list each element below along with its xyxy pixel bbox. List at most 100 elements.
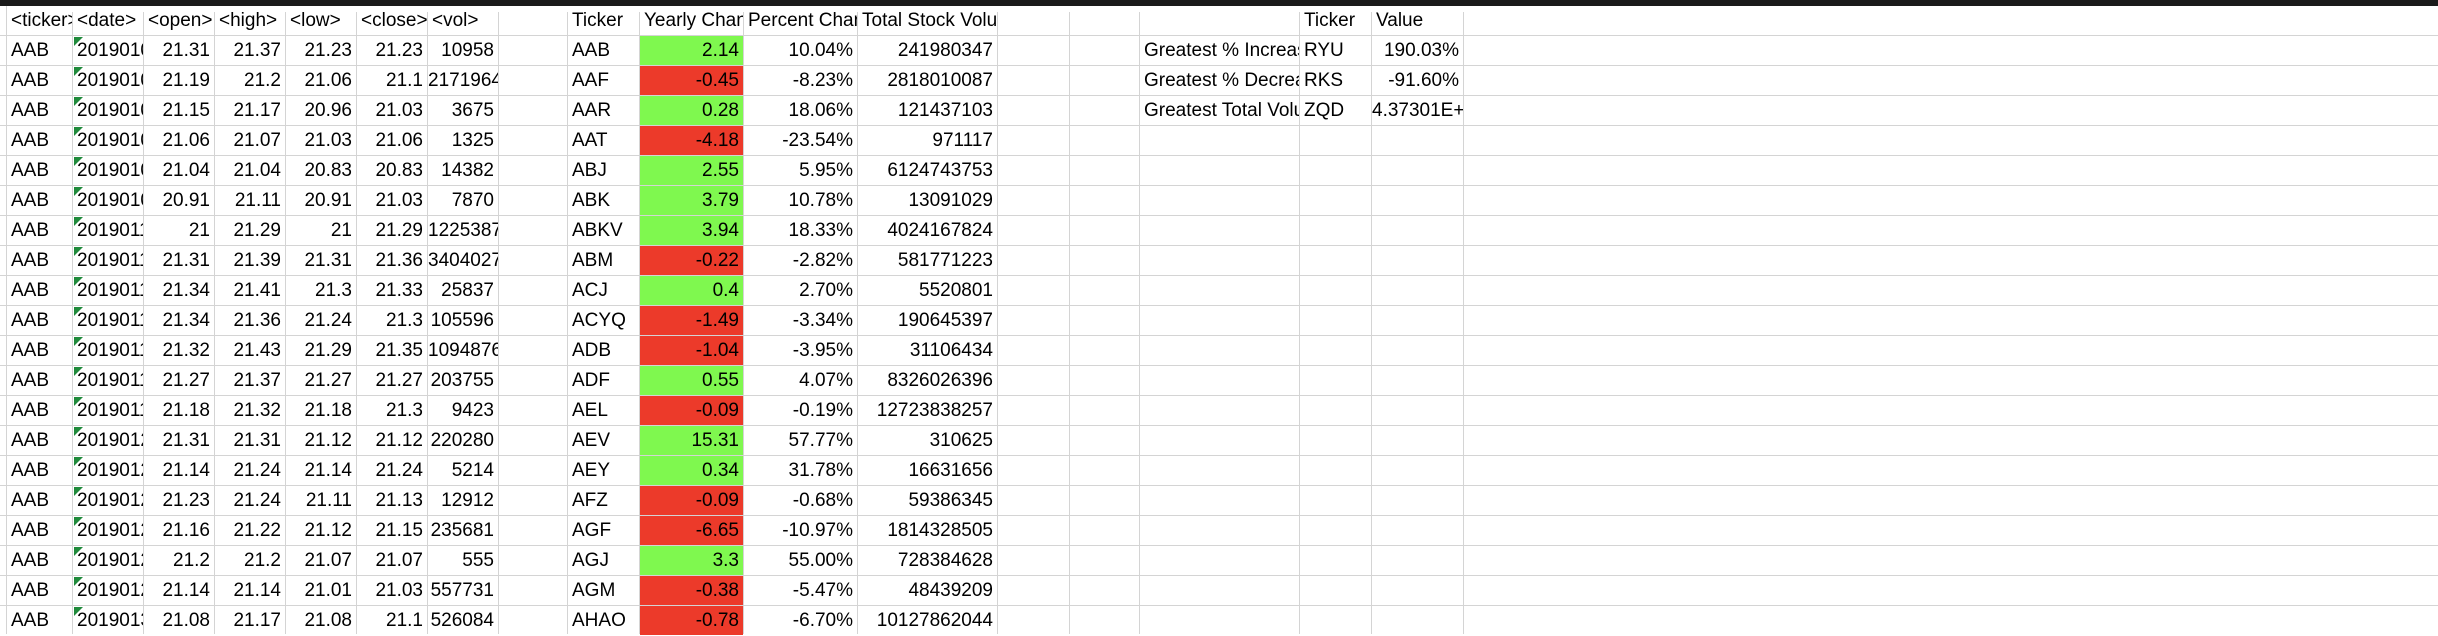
cell-open[interactable]: 21.04 xyxy=(162,160,210,181)
cell-ticker[interactable]: ACYQ xyxy=(572,310,626,331)
cell-percent-change[interactable]: -5.47% xyxy=(792,580,853,601)
cell-high[interactable]: 21.36 xyxy=(233,310,281,331)
cell-yearly-change[interactable]: 2.14 xyxy=(640,36,743,65)
cell-close[interactable]: 21.03 xyxy=(375,190,423,211)
cell-total-volume[interactable]: 6124743753 xyxy=(887,160,993,181)
cell-open[interactable]: 21.14 xyxy=(162,460,210,481)
cell-ticker[interactable]: AAB xyxy=(11,400,50,421)
cell-percent-change[interactable]: 55.00% xyxy=(788,550,853,571)
cell-date[interactable]: 20190128 xyxy=(73,546,143,575)
cell-high[interactable]: 21.11 xyxy=(234,190,281,211)
cell-close[interactable]: 21.3 xyxy=(386,310,423,331)
cell-low[interactable]: 21 xyxy=(330,220,352,241)
cell-close[interactable]: 21.1 xyxy=(386,70,423,91)
cell-date[interactable]: 20190116 xyxy=(73,336,143,365)
cell-ticker[interactable]: ABM xyxy=(572,250,614,271)
cell-low[interactable]: 21.24 xyxy=(304,310,352,331)
cell-vol[interactable]: 14382 xyxy=(441,160,494,181)
cell-close[interactable]: 21.03 xyxy=(375,580,423,601)
cell-high[interactable]: 21.22 xyxy=(233,520,281,541)
cell-high[interactable]: 21.32 xyxy=(233,400,281,421)
cell-total-volume[interactable]: 12723838257 xyxy=(876,400,993,421)
cell-ticker[interactable]: AAB xyxy=(11,220,50,241)
cell-open[interactable]: 21.31 xyxy=(162,250,210,271)
cell-high[interactable]: 21.07 xyxy=(233,130,281,151)
header-total-volume[interactable]: Total Stock Volume xyxy=(862,10,997,31)
cell-yearly-change[interactable]: 0.34 xyxy=(640,456,743,485)
cell-total-volume[interactable]: 13091029 xyxy=(908,190,993,211)
cell-total-volume[interactable]: 1814328505 xyxy=(887,520,993,541)
cell-close[interactable]: 21.12 xyxy=(375,430,423,451)
cell-vol[interactable]: 235681 xyxy=(430,520,494,541)
cell-vol[interactable]: 1225387 xyxy=(428,220,498,241)
cell-high[interactable]: 21.41 xyxy=(233,280,281,301)
cell-ticker[interactable]: ABJ xyxy=(572,160,607,181)
cell-close[interactable]: 21.36 xyxy=(375,250,423,271)
cell-close[interactable]: 21.35 xyxy=(375,340,423,361)
cell-low[interactable]: 21.03 xyxy=(304,130,352,151)
cell-high[interactable]: 21.31 xyxy=(233,430,281,451)
cell-close[interactable]: 21.29 xyxy=(375,220,423,241)
cell-greatest-value[interactable]: 190.03% xyxy=(1383,40,1459,61)
cell-low[interactable]: 21.07 xyxy=(304,550,352,571)
cell-vol[interactable]: 3404027 xyxy=(428,250,498,271)
cell-yearly-change[interactable]: -0.38 xyxy=(640,576,743,605)
cell-yearly-change[interactable]: -1.04 xyxy=(640,336,743,365)
cell-vol[interactable]: 1094876 xyxy=(428,340,498,361)
cell-low[interactable]: 21.27 xyxy=(304,370,352,391)
cell-high[interactable]: 21.29 xyxy=(233,220,281,241)
cell-total-volume[interactable]: 48439209 xyxy=(908,580,993,601)
cell-vol[interactable]: 12912 xyxy=(441,490,494,511)
cell-vol[interactable]: 203755 xyxy=(430,370,494,391)
cell-yearly-change[interactable]: -4.18 xyxy=(640,126,743,155)
cell-low[interactable]: 21.31 xyxy=(304,250,352,271)
cell-ticker[interactable]: AAB xyxy=(11,100,50,121)
cell-total-volume[interactable]: 241980347 xyxy=(897,40,993,61)
cell-percent-change[interactable]: -23.54% xyxy=(782,130,853,151)
cell-yearly-change[interactable]: 3.94 xyxy=(640,216,743,245)
header-ticker[interactable]: <ticker> xyxy=(11,10,72,31)
cell-greatest-value[interactable]: -91.60% xyxy=(1388,70,1459,91)
cell-close[interactable]: 21.23 xyxy=(375,40,423,61)
cell-close[interactable]: 21.1 xyxy=(386,610,423,631)
cell-date[interactable]: 20190103 xyxy=(73,66,143,95)
cell-open[interactable]: 21.19 xyxy=(162,70,210,91)
cell-ticker[interactable]: AEL xyxy=(572,400,608,421)
cell-ticker[interactable]: AAB xyxy=(11,430,50,451)
cell-open[interactable]: 21 xyxy=(188,220,210,241)
cell-greatest-ticker[interactable]: RKS xyxy=(1304,70,1344,91)
cell-ticker[interactable]: AGF xyxy=(572,520,612,541)
cell-total-volume[interactable]: 581771223 xyxy=(897,250,993,271)
cell-open[interactable]: 21.32 xyxy=(162,340,210,361)
cell-date[interactable]: 20190117 xyxy=(73,366,143,395)
cell-ticker[interactable]: AAB xyxy=(11,250,50,271)
cell-total-volume[interactable]: 10127862044 xyxy=(876,610,993,631)
cell-open[interactable]: 21.06 xyxy=(162,130,210,151)
cell-ticker[interactable]: AAB xyxy=(11,580,50,601)
cell-open[interactable]: 21.18 xyxy=(162,400,210,421)
cell-percent-change[interactable]: 31.78% xyxy=(788,460,853,481)
cell-vol[interactable]: 5214 xyxy=(451,460,494,481)
cell-percent-change[interactable]: -6.70% xyxy=(792,610,853,631)
cell-vol[interactable]: 25837 xyxy=(441,280,494,301)
cell-ticker[interactable]: AAB xyxy=(11,310,50,331)
cell-percent-change[interactable]: 2.70% xyxy=(799,280,853,301)
cell-ticker[interactable]: AAB xyxy=(11,160,50,181)
cell-ticker[interactable]: AFZ xyxy=(572,490,608,511)
cell-high[interactable]: 21.14 xyxy=(233,580,281,601)
cell-open[interactable]: 21.31 xyxy=(162,40,210,61)
cell-date[interactable]: 20190129 xyxy=(73,576,143,605)
cell-ticker[interactable]: ADB xyxy=(572,340,612,361)
cell-percent-change[interactable]: -3.34% xyxy=(792,310,853,331)
cell-total-volume[interactable]: 121437103 xyxy=(897,100,993,121)
cell-ticker[interactable]: AEV xyxy=(572,430,611,451)
cell-ticker[interactable]: AAF xyxy=(572,70,609,91)
cell-vol[interactable]: 9423 xyxy=(451,400,494,421)
cell-date[interactable]: 20190110 xyxy=(73,216,143,245)
cell-close[interactable]: 21.24 xyxy=(375,460,423,481)
cell-date[interactable]: 20190107 xyxy=(73,126,143,155)
cell-greatest-label[interactable]: Greatest Total Volume xyxy=(1144,100,1299,121)
cell-greatest-value[interactable]: 4.37301E+12 xyxy=(1372,100,1463,121)
cell-close[interactable]: 21.15 xyxy=(375,520,423,541)
cell-vol[interactable]: 3675 xyxy=(451,100,494,121)
